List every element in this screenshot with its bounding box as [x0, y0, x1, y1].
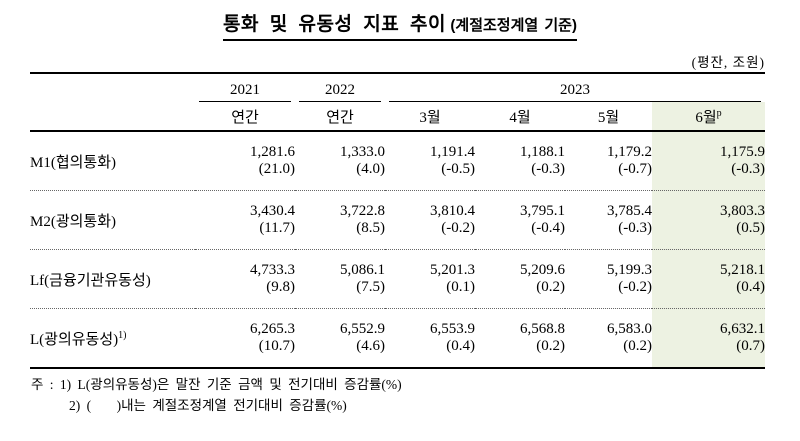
- corner-cell: [30, 73, 195, 102]
- cell-l-may: 6,583.0: [607, 321, 652, 337]
- cell-lf-apr: 5,209.6: [520, 262, 565, 278]
- row-label-lf: Lf(금융기관유동성): [30, 249, 195, 309]
- cell-m1-apr: 1,188.1: [520, 144, 565, 160]
- cell-m1-may: 1,179.2: [607, 144, 652, 160]
- cell-lf-mar: 5,201.3: [430, 262, 475, 278]
- year-header-row: 2021 2022 2023: [30, 73, 765, 102]
- page-title: 통화 및 유동성 지표 추이 (계절조정계열 기준): [223, 9, 577, 41]
- cell-m2-2021: 3,430.4: [250, 203, 295, 219]
- year-header-2022: 2022: [295, 73, 385, 102]
- row-label-m1: M1(협의통화): [30, 131, 195, 191]
- june-label: 6월: [695, 109, 717, 126]
- rate-lf-jun: (0.4): [652, 279, 765, 309]
- rate-m1-may: (-0.7): [565, 161, 652, 191]
- l-label-footnote-mark: 1): [118, 329, 127, 341]
- cell-l-2022: 6,552.9: [340, 321, 385, 337]
- l-label: L(광의유동성): [30, 331, 119, 348]
- title-sub: (계절조정계열 기준): [450, 17, 577, 34]
- cell-m2-may: 3,785.4: [607, 203, 652, 219]
- year-2022-label: 2022: [299, 82, 381, 102]
- rate-m2-mar: (-0.2): [385, 220, 475, 250]
- rate-m2-jun: (0.5): [652, 220, 765, 250]
- rate-m1-mar: (-0.5): [385, 161, 475, 191]
- cell-l-mar: 6,553.9: [430, 321, 475, 337]
- rate-m1-jun: (-0.3): [652, 161, 765, 191]
- rate-m2-2022: (8.5): [295, 220, 385, 250]
- row-label-l: L(광의유동성)1): [30, 309, 195, 369]
- year-2023-label: 2023: [389, 82, 761, 102]
- year-2021-label: 2021: [199, 82, 291, 102]
- cell-lf-2021: 4,733.3: [250, 262, 295, 278]
- rate-m1-apr: (-0.3): [475, 161, 565, 191]
- provisional-mark: p: [716, 107, 722, 119]
- title-block: 통화 및 유동성 지표 추이 (계절조정계열 기준): [0, 9, 800, 41]
- rate-l-may: (0.2): [623, 338, 652, 354]
- table-row-lf-rates: (9.8) (7.5) (0.1) (0.2) (-0.2) (0.4): [30, 279, 765, 309]
- m2-label: M2(광의통화): [30, 213, 117, 230]
- indicators-table: 2021 2022 2023 연간 연간 3월 4월 5월 6월p M1(협의통…: [30, 72, 765, 369]
- subheader-row: 연간 연간 3월 4월 5월 6월p: [30, 102, 765, 131]
- row-label-m2: M2(광의통화): [30, 190, 195, 250]
- cell-m2-apr: 3,795.1: [520, 203, 565, 219]
- cell-m1-jun: 1,175.9: [652, 131, 765, 161]
- title-main: 통화 및 유동성 지표 추이: [223, 14, 446, 35]
- cell-lf-2022: 5,086.1: [340, 262, 385, 278]
- year-header-2023: 2023: [385, 73, 765, 102]
- cell-m2-2022: 3,722.8: [340, 203, 385, 219]
- corner-cell-2: [30, 102, 195, 131]
- rate-m1-2021: (21.0): [195, 161, 295, 191]
- rate-lf-may: (-0.2): [565, 279, 652, 309]
- cell-l-jun: 6,632.1: [652, 308, 765, 338]
- rate-m1-2022: (4.0): [295, 161, 385, 191]
- col-header-june-provisional: 6월p: [652, 102, 765, 131]
- cell-m1-2021: 1,281.6: [250, 144, 295, 160]
- rate-m2-may: (-0.3): [565, 220, 652, 250]
- rate-m2-apr: (-0.4): [475, 220, 565, 250]
- col-header-march: 3월: [419, 109, 441, 126]
- rate-l-2021: (10.7): [258, 338, 295, 354]
- rate-lf-mar: (0.1): [385, 279, 475, 309]
- rate-l-apr: (0.2): [536, 338, 565, 354]
- col-header-2021-annual: 연간: [231, 109, 259, 126]
- table-row-m1-rates: (21.0) (4.0) (-0.5) (-0.3) (-0.7) (-0.3): [30, 161, 765, 191]
- cell-m1-mar: 1,191.4: [430, 144, 475, 160]
- cell-l-2021: 6,265.3: [250, 321, 295, 337]
- unit-note: (평잔, 조원): [691, 55, 765, 70]
- col-header-april: 4월: [509, 109, 531, 126]
- cell-m2-jun: 3,803.3: [652, 190, 765, 220]
- col-header-2022-annual: 연간: [326, 109, 354, 126]
- rate-lf-2021: (9.8): [195, 279, 295, 309]
- cell-lf-may: 5,199.3: [607, 262, 652, 278]
- m1-label: M1(협의통화): [30, 154, 117, 171]
- table-row-m2-rates: (11.7) (8.5) (-0.2) (-0.4) (-0.3) (0.5): [30, 220, 765, 250]
- cell-lf-jun: 5,218.1: [652, 249, 765, 279]
- table-row-m2-values: M2(광의통화) 3,430.4 3,722.8 3,810.4 3,795.1…: [30, 190, 765, 250]
- table-row-l-values: L(광의유동성)1) 6,265.3 6,552.9 6,553.9 6,568…: [30, 308, 765, 348]
- cell-m1-2022: 1,333.0: [340, 144, 385, 160]
- table-row-lf-values: Lf(금융기관유동성) 4,733.3 5,086.1 5,201.3 5,20…: [30, 249, 765, 309]
- footnote-2: 2) ( )내는 계절조정계열 전기대비 증감률(%): [69, 398, 347, 413]
- rate-l-mar: (0.4): [446, 338, 475, 354]
- rate-lf-2022: (7.5): [295, 279, 385, 309]
- footnote-1: 주 : 1) L(광의유동성)은 말잔 기준 금액 및 전기대비 증감률(%): [31, 377, 402, 392]
- rate-l-jun: (0.7): [652, 338, 765, 368]
- rate-lf-apr: (0.2): [475, 279, 565, 309]
- cell-m2-mar: 3,810.4: [430, 203, 475, 219]
- rate-m2-2021: (11.7): [195, 220, 295, 250]
- lf-label: Lf(금융기관유동성): [30, 272, 151, 289]
- col-header-may: 5월: [597, 109, 620, 126]
- cell-l-apr: 6,568.8: [520, 321, 565, 337]
- rate-l-2022: (4.6): [356, 338, 385, 354]
- table-row-m1-values: M1(협의통화) 1,281.6 1,333.0 1,191.4 1,188.1…: [30, 131, 765, 191]
- table-row-l-rates: (10.7) (4.6) (0.4) (0.2) (0.2) (0.7): [30, 338, 765, 368]
- year-header-2021: 2021: [195, 73, 295, 102]
- footnotes: 주 : 1) L(광의유동성)은 말잔 기준 금액 및 전기대비 증감률(%) …: [31, 374, 402, 416]
